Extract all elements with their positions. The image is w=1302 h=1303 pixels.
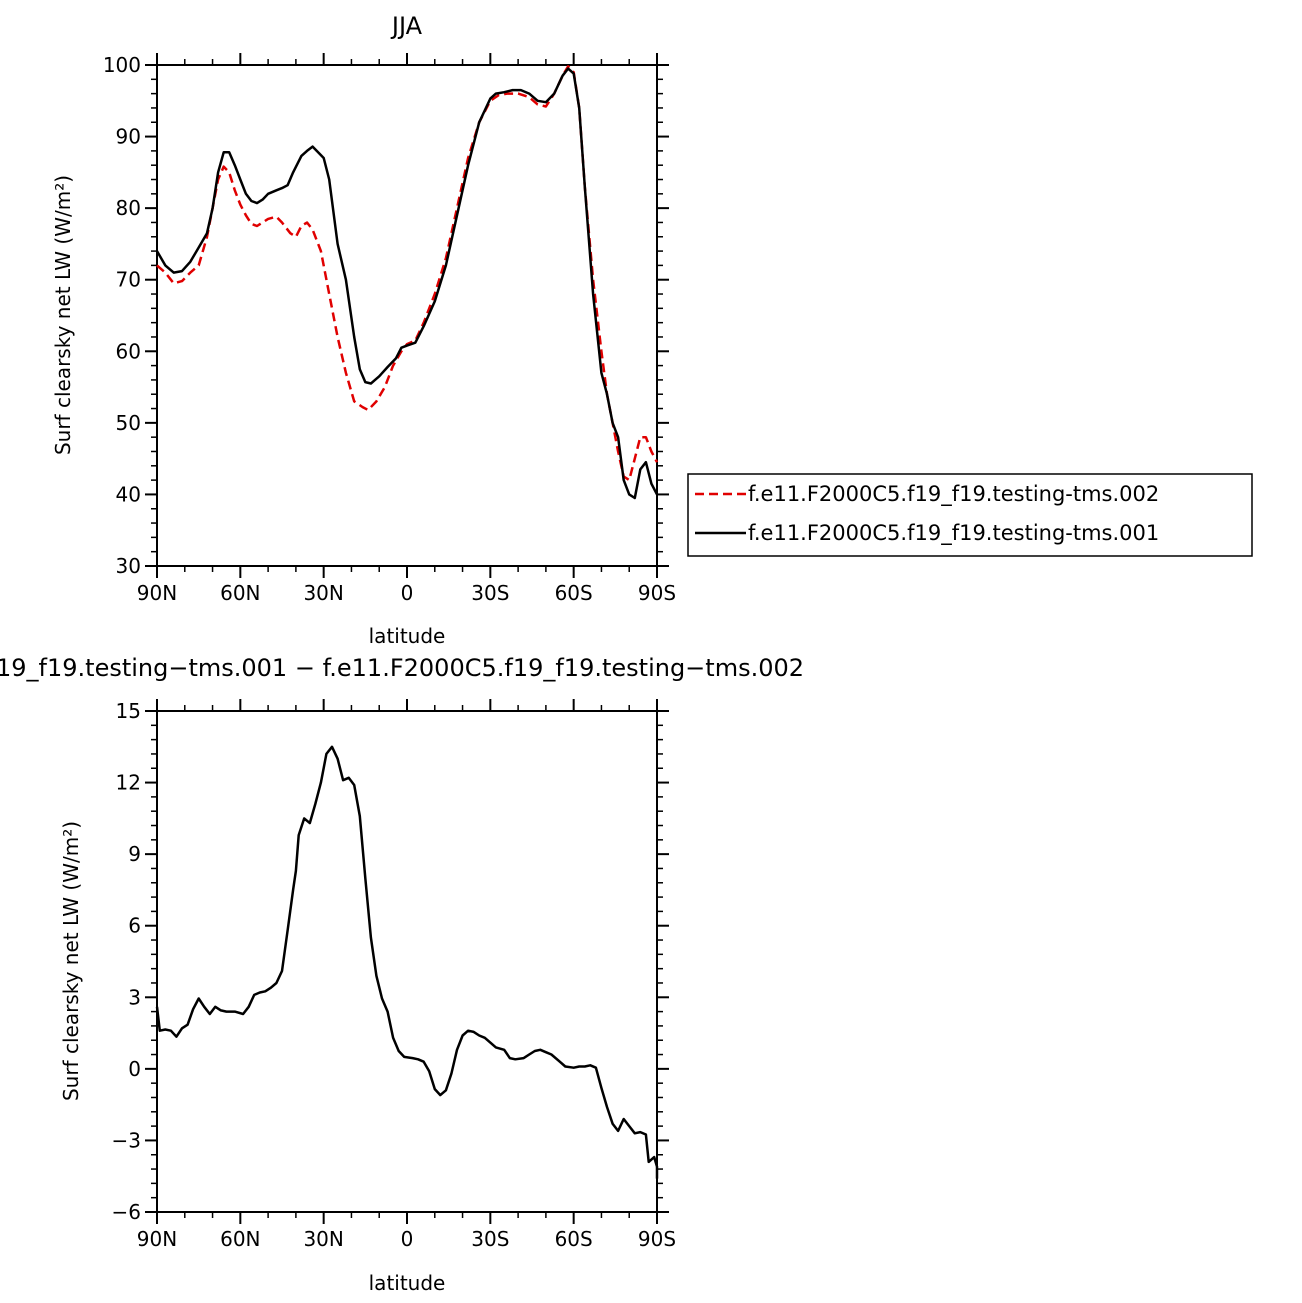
top-ytick-label: 30 [116, 554, 141, 578]
legend-label-001: f.e11.F2000C5.f19_f19.testing-tms.001 [748, 521, 1159, 546]
bottom-ytick-label: 0 [128, 1057, 141, 1081]
bottom-ytick-label: 3 [128, 985, 141, 1009]
bottom-panel: 19_f19.testing−tms.001 − f.e11.F2000C5.f… [0, 654, 804, 1295]
bottom-ytick-label: −3 [112, 1128, 141, 1152]
bottom-plot-frame [156, 710, 658, 1213]
top-ytick-label: 100 [103, 53, 141, 77]
bottom-series-group [155, 745, 659, 1179]
legend-box [687, 473, 1253, 557]
top-xtick-label: 60N [220, 581, 260, 605]
bottom-xtick-label: 30S [471, 1227, 509, 1251]
top-axis-ticks: 30 40 50 60 70 80 90 100 90N 60N 30N 0 30S 60S 90S [103, 53, 676, 605]
bottom-ytick-label: 15 [116, 699, 141, 723]
bottom-y-axis-label: Surf clearsky net LW (W/m²) [59, 821, 83, 1101]
bottom-xtick-label: 60S [555, 1227, 593, 1251]
bottom-xtick-label: 60N [220, 1227, 260, 1251]
top-series-line-1 [155, 67, 659, 500]
bottom-axis-ticks: −6 −3 0 3 6 9 12 15 90N 60N 30N 0 30S 60S 90S [112, 699, 676, 1251]
legend-label-002: f.e11.F2000C5.f19_f19.testing-tms.002 [748, 482, 1159, 507]
bottom-xtick-label: 30N [303, 1227, 343, 1251]
top-xtick-label: 30N [303, 581, 343, 605]
legend: f.e11.F2000C5.f19_f19.testing-tms.002 f.… [687, 473, 1253, 557]
bottom-xtick-label: 0 [401, 1227, 414, 1251]
top-y-axis-label: Surf clearsky net LW (W/m²) [51, 175, 75, 455]
bottom-xtick-label: 90S [638, 1227, 676, 1251]
top-ytick-label: 40 [116, 482, 141, 506]
top-xtick-label: 90S [638, 581, 676, 605]
bottom-x-axis-label: latitude [369, 1271, 446, 1295]
top-xtick-label: 0 [401, 581, 414, 605]
top-series-group [155, 65, 659, 500]
top-xtick-label: 90N [137, 581, 177, 605]
bottom-ytick-label: 12 [116, 771, 141, 795]
top-panel: JJA 30 40 50 60 70 80 90 100 90N 60N 30N 0 30S 60S 90S… [51, 12, 676, 648]
top-xtick-label: 60S [555, 581, 593, 605]
bottom-series-line-0 [155, 745, 659, 1179]
top-ytick-label: 70 [116, 268, 141, 292]
bottom-chart-title: 19_f19.testing−tms.001 − f.e11.F2000C5.f… [0, 654, 804, 682]
bottom-xtick-label: 90N [137, 1227, 177, 1251]
top-series-line-0 [156, 65, 659, 482]
bottom-ytick-label: 9 [128, 842, 141, 866]
top-ytick-label: 90 [116, 125, 141, 149]
top-ytick-label: 80 [116, 196, 141, 220]
top-x-axis-label: latitude [369, 624, 446, 648]
top-xtick-label: 30S [471, 581, 509, 605]
top-ytick-label: 50 [116, 411, 141, 435]
top-chart-title: JJA [390, 12, 423, 40]
top-ytick-label: 60 [116, 339, 141, 363]
bottom-ytick-label: 6 [128, 914, 141, 938]
bottom-ytick-label: −6 [112, 1200, 141, 1224]
